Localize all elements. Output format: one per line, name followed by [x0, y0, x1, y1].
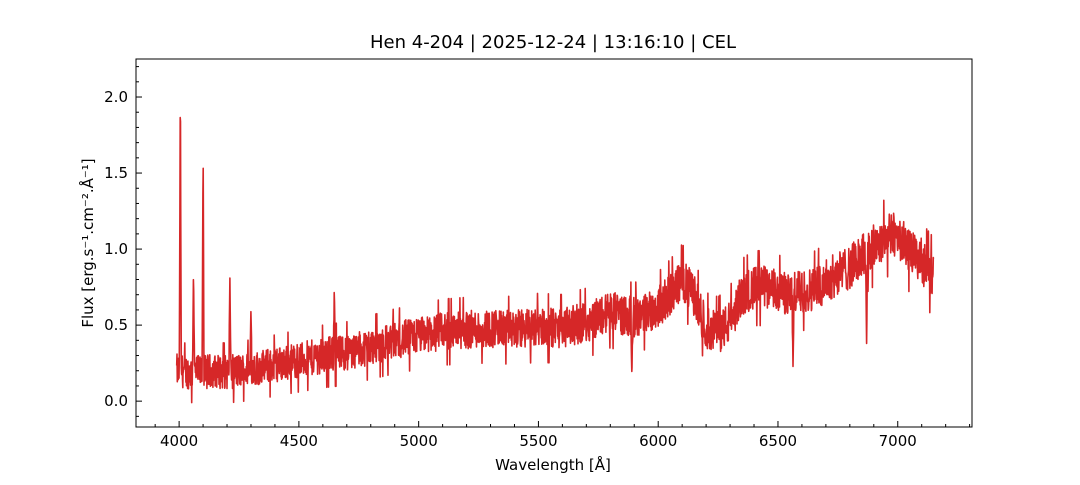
y-axis: 0.0 0.5 1.0 1.5 2.0: [104, 66, 142, 417]
x-tick-label: 5000: [400, 432, 438, 450]
x-axis-label: Wavelength [Å]: [495, 455, 611, 474]
y-tick-label: 2.0: [104, 88, 128, 106]
x-tick-label: 4000: [160, 432, 198, 450]
x-axis: 4000 4500 5000 5500 6000 6500 7000: [154, 421, 971, 450]
y-tick-label: 0.0: [104, 392, 128, 410]
x-tick-label: 4500: [280, 432, 318, 450]
y-tick-label: 1.0: [104, 240, 128, 258]
spectrum-line: [175, 116, 935, 404]
plot-area: [175, 116, 935, 404]
y-tick-label: 1.5: [104, 164, 128, 182]
x-tick-label: 7000: [879, 432, 917, 450]
x-tick-label: 6000: [639, 432, 677, 450]
x-tick-label: 6500: [759, 432, 797, 450]
chart-title: Hen 4-204 | 2025-12-24 | 13:16:10 | CEL: [370, 32, 736, 53]
y-tick-label: 0.5: [104, 316, 128, 334]
axes-frame: [135, 58, 973, 428]
y-axis-label: Flux [erg.s⁻¹.cm⁻².Å⁻¹]: [78, 158, 97, 327]
x-tick-label: 5500: [519, 432, 557, 450]
